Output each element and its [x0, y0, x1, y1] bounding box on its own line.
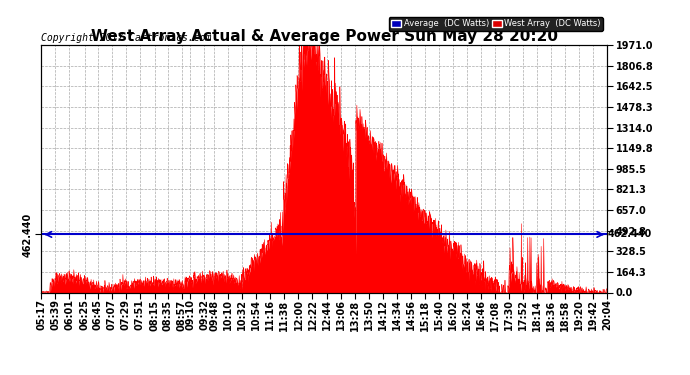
Text: 462.440: 462.440 — [607, 230, 651, 239]
Text: Copyright 2017 Cartronics.com: Copyright 2017 Cartronics.com — [41, 33, 212, 42]
Title: West Array Actual & Average Power Sun May 28 20:20: West Array Actual & Average Power Sun Ma… — [91, 29, 558, 44]
Legend: Average  (DC Watts), West Array  (DC Watts): Average (DC Watts), West Array (DC Watts… — [388, 17, 603, 31]
